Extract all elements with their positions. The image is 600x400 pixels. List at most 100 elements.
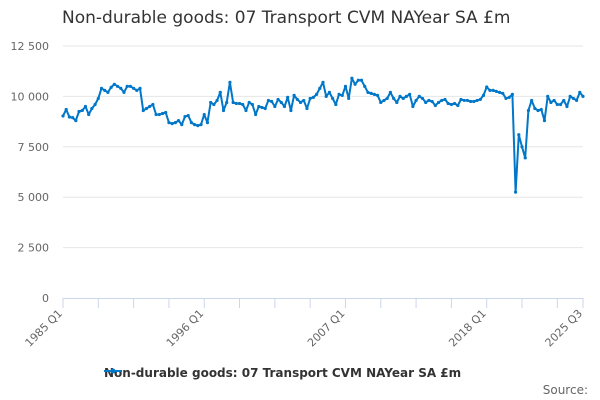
gridlines xyxy=(63,45,583,249)
data-point xyxy=(99,86,104,90)
data-point xyxy=(276,97,280,102)
data-point xyxy=(80,108,84,113)
data-point xyxy=(318,86,322,90)
data-point xyxy=(469,99,473,104)
data-point xyxy=(74,118,78,123)
data-point xyxy=(359,78,364,82)
data-point xyxy=(578,90,582,94)
data-point xyxy=(472,99,476,104)
data-point xyxy=(568,94,572,98)
x-tick-label: 2018 Q1 xyxy=(446,307,489,350)
data-point xyxy=(411,104,415,109)
data-point xyxy=(497,90,502,94)
data-point xyxy=(176,118,181,123)
data-point xyxy=(109,85,113,89)
data-point xyxy=(546,94,550,98)
data-point xyxy=(436,100,441,105)
y-tick-label: 7 500 xyxy=(18,141,50,154)
data-point xyxy=(549,100,553,105)
data-point xyxy=(221,108,226,113)
data-point xyxy=(558,102,563,107)
data-point xyxy=(154,112,158,117)
data-point xyxy=(138,86,142,90)
data-point xyxy=(347,96,351,101)
data-point xyxy=(337,92,341,96)
y-tick-label: 12 500 xyxy=(11,40,50,53)
y-tick-label: 5 000 xyxy=(18,191,50,204)
data-point xyxy=(523,156,527,160)
data-point xyxy=(193,123,197,127)
data-point xyxy=(565,104,569,109)
data-point xyxy=(513,190,518,194)
data-point xyxy=(501,91,505,95)
data-point xyxy=(459,97,463,102)
source-label: Source: xyxy=(542,383,588,397)
data-point xyxy=(103,88,107,92)
data-point xyxy=(440,98,444,103)
legend[interactable]: Non-durable goods: 07 Transport CVM NAYe… xyxy=(104,366,461,380)
data-point xyxy=(119,86,123,90)
data-point xyxy=(141,108,145,113)
data-point xyxy=(96,96,100,101)
data-point xyxy=(562,98,566,103)
data-point xyxy=(289,108,293,113)
data-point xyxy=(552,98,556,103)
data-point xyxy=(112,82,116,86)
legend-label: Non-durable goods: 07 Transport CVM NAYe… xyxy=(104,366,462,380)
data-point xyxy=(430,99,434,104)
data-point xyxy=(71,115,75,120)
data-point xyxy=(67,115,72,119)
data-point xyxy=(375,93,380,97)
x-tick-label: 2025 Q3 xyxy=(543,307,586,350)
data-point xyxy=(462,98,466,103)
data-point xyxy=(311,95,315,100)
data-point xyxy=(64,107,68,112)
data-point xyxy=(530,98,534,103)
data-point xyxy=(160,111,165,116)
data-point xyxy=(433,103,437,108)
data-point xyxy=(173,121,177,125)
y-tick-label: 10 000 xyxy=(11,90,50,103)
data-point xyxy=(321,80,325,84)
data-point xyxy=(87,112,91,117)
data-point xyxy=(334,102,338,107)
data-point xyxy=(350,76,354,80)
data-point xyxy=(379,100,383,105)
data-point xyxy=(263,106,267,111)
data-point xyxy=(247,100,251,105)
data-point xyxy=(237,101,242,106)
data-point xyxy=(132,86,136,90)
data-point xyxy=(250,102,254,107)
data-point xyxy=(128,84,133,88)
data-point xyxy=(122,90,126,94)
data-point xyxy=(510,92,514,96)
data-point xyxy=(520,145,524,149)
data-point xyxy=(266,98,271,103)
data-point xyxy=(183,114,187,119)
data-point xyxy=(395,100,399,105)
data-point xyxy=(215,98,219,103)
data-point xyxy=(302,98,306,103)
data-point xyxy=(305,106,309,111)
data-point xyxy=(404,94,409,98)
data-point xyxy=(491,88,495,92)
data-point xyxy=(282,104,287,109)
data-point xyxy=(366,90,370,94)
data-point xyxy=(83,104,88,109)
x-tick-label: 1996 Q1 xyxy=(164,307,207,350)
data-point xyxy=(488,88,492,92)
data-point xyxy=(363,84,367,88)
data-point xyxy=(533,106,537,111)
data-point xyxy=(443,97,447,102)
y-tick-label: 0 xyxy=(42,292,49,305)
series-layer xyxy=(61,76,585,194)
data-point xyxy=(199,123,203,127)
data-point xyxy=(180,123,184,127)
data-point xyxy=(228,80,232,84)
data-point xyxy=(343,84,348,88)
data-point xyxy=(353,82,357,86)
data-point xyxy=(424,100,428,105)
data-point xyxy=(308,96,312,101)
data-point xyxy=(241,102,245,107)
data-point xyxy=(340,93,344,97)
